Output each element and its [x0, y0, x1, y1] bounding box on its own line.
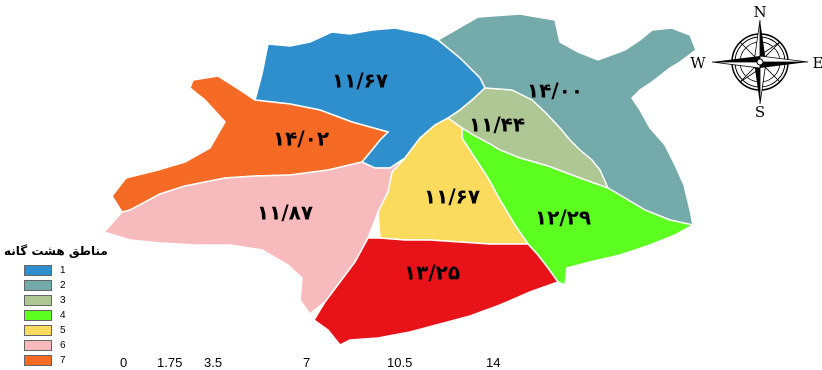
legend-label: 1 [60, 265, 66, 276]
scale-tick-1: 1.75 [157, 355, 183, 370]
legend-label: 3 [60, 295, 66, 306]
scale-tick-5: 14 [486, 355, 501, 370]
legend-swatch [24, 310, 52, 321]
legend-swatch [24, 340, 52, 351]
zone-3-value: ۱۱/۴۴ [469, 113, 525, 137]
legend-item-5: 5 [24, 324, 66, 337]
legend-item-3: 3 [24, 294, 66, 307]
zone-4-value: ۱۲/۲۹ [535, 206, 591, 230]
zone-8 [312, 237, 560, 346]
legend-label: 4 [60, 310, 66, 321]
zone-5-value: ۱۱/۶۷ [424, 185, 480, 209]
scale-tick-3: 7 [303, 355, 311, 370]
zone-6 [102, 157, 406, 316]
compass-south-label: S [755, 103, 765, 121]
zone-6-value: ۱۱/۸۷ [257, 201, 313, 225]
legend-swatch [24, 295, 52, 306]
scale-tick-4: 10.5 [387, 355, 413, 370]
scale-tick-2: 3.5 [204, 355, 223, 370]
zone-7-value: ۱۴/۰۲ [273, 127, 329, 151]
legend-swatch [24, 280, 52, 291]
legend-swatch [24, 325, 52, 336]
compass-east-label: E [813, 54, 822, 72]
legend-label: 2 [60, 280, 66, 291]
legend-item-1: 1 [24, 264, 66, 277]
legend-swatch [24, 355, 52, 366]
zone-1-value: ۱۱/۶۷ [332, 69, 388, 93]
legend-label: 5 [60, 325, 66, 336]
legend-label: 7 [60, 355, 66, 366]
legend-label: 6 [60, 340, 66, 351]
compass-north-label: N [753, 3, 766, 21]
legend-item-4: 4 [24, 309, 66, 322]
legend-item-6: 6 [24, 339, 66, 352]
legend-swatch [24, 265, 52, 276]
zone-8-value: ۱۳/۲۵ [404, 261, 460, 285]
legend-title: مناطق هشت گانه [4, 244, 108, 258]
legend-item-7: 7 [24, 354, 66, 367]
compass-west-label: W [690, 54, 706, 72]
scale-tick-0: 0 [120, 355, 128, 370]
legend-item-2: 2 [24, 279, 66, 292]
zone-2-value: ۱۴/۰۰ [527, 79, 583, 103]
compass-rose-icon: N S W E [690, 3, 822, 121]
